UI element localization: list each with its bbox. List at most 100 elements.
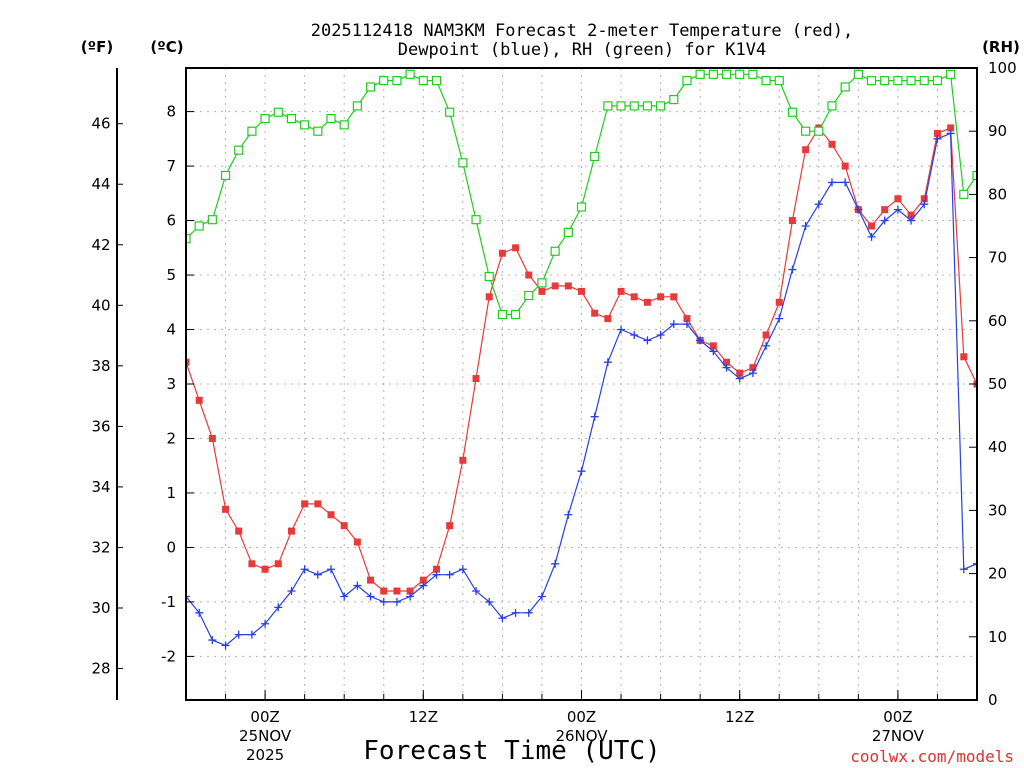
rh-point: [339, 120, 349, 130]
dewpoint-point: [313, 570, 322, 579]
dewpoint-point: [247, 630, 256, 639]
dewpoint-point: [432, 570, 441, 579]
temperature-point: [933, 129, 941, 137]
celsius-tick-label: 8: [166, 103, 176, 121]
celsius-tick-label: 5: [166, 266, 176, 284]
time-tick-label: 00Z: [883, 708, 912, 726]
dewpoint-point: [696, 336, 705, 345]
temperature-point: [604, 315, 612, 323]
dewpoint-point: [392, 597, 401, 606]
dewpoint-point: [801, 222, 810, 230]
rh-tick-label: 80: [988, 185, 1007, 203]
temperature-point: [327, 511, 335, 519]
rh-point: [418, 76, 428, 86]
dewpoint-point: [186, 592, 190, 601]
rh-point: [194, 221, 204, 231]
date-tick-label: 27NOV: [872, 727, 925, 745]
dewpoint-point: [603, 358, 612, 367]
celsius-tick-label: 4: [166, 321, 176, 339]
temperature-point: [907, 211, 915, 219]
rh-point: [708, 69, 718, 79]
celsius-tick-label: 1: [166, 484, 176, 502]
rh-tick-label: 100: [988, 59, 1017, 77]
temperature-point: [235, 527, 243, 535]
rh-point: [787, 107, 798, 117]
temperature-point: [485, 293, 493, 301]
dewpoint-point: [340, 592, 349, 601]
temperature-point: [920, 195, 928, 203]
fahrenheit-tick-label: 28: [91, 660, 110, 678]
rh-point: [326, 113, 336, 124]
temperature-point: [367, 576, 375, 584]
dewpoint-point: [419, 581, 428, 590]
rh-point: [260, 113, 270, 124]
temperature-point: [630, 293, 638, 301]
dewpoint-point: [195, 608, 204, 617]
rh-point: [682, 76, 692, 86]
grid-lines: [186, 68, 977, 700]
dewpoint-point: [867, 232, 876, 241]
rh-point: [405, 69, 415, 79]
temperature-point: [380, 587, 388, 595]
dewpoint-point: [274, 603, 283, 612]
dewpoint-point: [511, 608, 520, 617]
rh-point: [735, 69, 745, 79]
dewpoint-point: [735, 374, 744, 383]
dewpoint-point: [682, 320, 691, 329]
rh-point: [510, 309, 521, 320]
dewpoint-point: [353, 581, 362, 590]
dewpoint-point: [959, 565, 968, 574]
temperature-point: [551, 282, 559, 290]
rh-point: [300, 120, 310, 130]
dewpoint-point: [577, 467, 586, 476]
temperature-point: [564, 282, 572, 290]
rh-point: [642, 101, 653, 111]
temperature-point: [525, 271, 533, 279]
temperature-point: [222, 505, 230, 513]
rh-point: [537, 278, 547, 288]
dewpoint-series: [186, 129, 977, 650]
rh-point: [445, 107, 455, 117]
rh-point: [576, 202, 587, 212]
dewpoint-point: [221, 641, 230, 650]
year-tick-label: 2025: [246, 746, 284, 764]
dewpoint-point: [524, 608, 533, 617]
temperature-point: [802, 146, 810, 154]
rh-point: [695, 69, 705, 79]
rh-point: [827, 101, 837, 111]
fahrenheit-tick-label: 40: [91, 296, 110, 314]
temperature-point: [683, 315, 691, 323]
rh-point: [220, 170, 231, 181]
dewpoint-point: [445, 570, 454, 579]
temperature-point: [353, 538, 361, 546]
rh-point: [748, 69, 758, 79]
temperature-point: [643, 298, 651, 306]
temperature-point: [617, 287, 625, 295]
dewpoint-point: [973, 559, 977, 568]
temperature-point: [498, 249, 506, 257]
temperature-point: [248, 560, 256, 568]
rh-point: [524, 290, 534, 301]
temperature-point: [947, 124, 955, 132]
temperature-point: [406, 587, 414, 595]
rh-point: [365, 82, 376, 92]
dewpoint-point: [762, 341, 771, 350]
dewpoint-point: [261, 619, 270, 628]
celsius-tick-label: -2: [161, 647, 176, 665]
rh-point: [972, 170, 977, 181]
temperature-point: [538, 287, 546, 295]
rh-point: [814, 126, 824, 136]
dewpoint-point: [300, 565, 309, 574]
rh-unit-label: (RH): [982, 38, 1020, 56]
rh-point: [669, 94, 679, 105]
dewpoint-point: [775, 314, 784, 323]
temperature-point: [841, 162, 849, 170]
celsius-tick-label: 7: [166, 157, 176, 175]
rh-point: [352, 101, 362, 111]
rh-point: [932, 76, 943, 86]
rh-point: [603, 101, 613, 111]
series-layer: [186, 69, 977, 650]
temperature-point: [960, 353, 968, 361]
temperature-point: [446, 522, 454, 530]
